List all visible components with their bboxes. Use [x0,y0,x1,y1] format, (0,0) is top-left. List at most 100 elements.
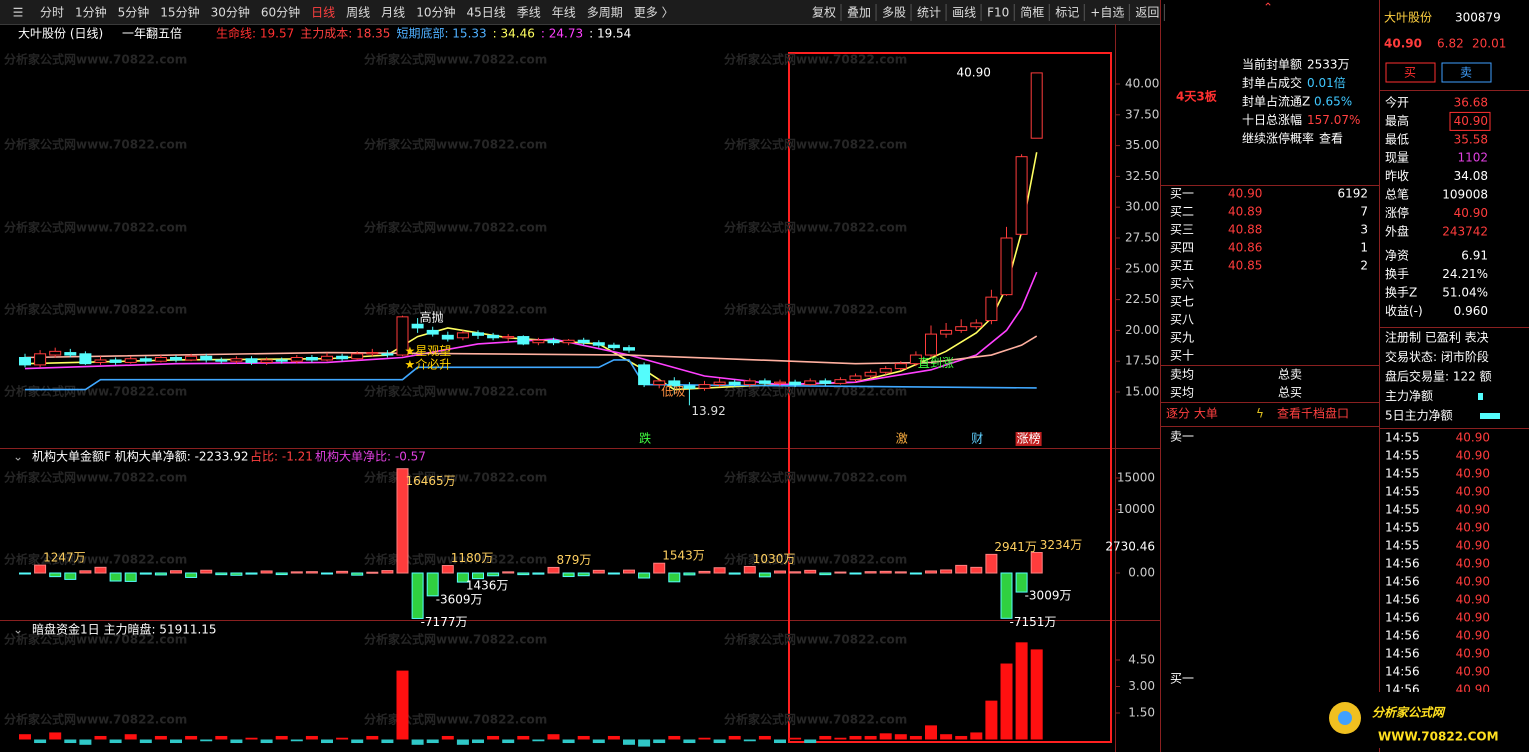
book-level: 买五 [1170,259,1194,273]
candle-body [925,333,937,356]
candle-body [517,336,530,345]
period-tab[interactable]: 30分钟 [211,5,250,20]
tool-button[interactable]: 画线 [952,6,976,20]
tool-button[interactable]: 复权 [812,6,836,20]
flow-bar [124,572,137,582]
tool-button[interactable]: 简框 [1020,6,1044,20]
menu-icon[interactable]: ☰ [13,6,24,20]
stock-name: 大叶股份 [1384,11,1432,25]
chart-annotation: 直到涨 [918,355,954,370]
period-tab[interactable]: 45日线 [466,6,505,20]
period-tab[interactable]: 季线 [517,6,541,20]
dark-bar [562,739,575,744]
candle-body [170,357,182,361]
signal-label: 激 [896,432,908,446]
dark-bar [728,735,741,740]
chart-title: 大叶股份 (日线) [18,27,103,41]
dark-bar [623,739,635,745]
period-tab[interactable]: 月线 [381,6,405,20]
period-tab[interactable]: 10分钟 [416,5,455,20]
watermark: 分析家公式网www.70822.com [724,552,907,567]
flow-bar [366,571,379,574]
book-total: 总买 [1278,386,1302,400]
buy-button[interactable]: 买 [1404,66,1416,80]
tool-button[interactable]: 标记 [1055,6,1079,20]
watermark: 分析家公式网www.70822.com [724,632,907,647]
flow-bar [728,572,741,575]
bolt-icon: ϟ [1256,407,1264,421]
collapse-icon[interactable]: ⌃ [1263,1,1273,15]
tool-button[interactable]: 多股 [882,6,906,20]
info-value[interactable]: 查看 [1319,132,1343,146]
candle-body [985,296,998,322]
dark-bar [200,739,213,742]
info-value: 157.07% [1307,113,1360,127]
flow-bar [758,572,771,578]
sell-button[interactable]: 卖 [1460,66,1472,80]
dark-bar [94,735,107,740]
tool-button[interactable]: 统计 [917,6,941,20]
signal-label: 跌 [639,431,651,446]
flow-bar [894,571,907,574]
period-tab[interactable]: 分时 [40,6,64,20]
flow-bar [1000,572,1013,619]
candle-body [940,329,953,335]
candle-body [351,353,364,360]
net-flow-swatch [1480,413,1500,419]
quote-label: 外盘 [1385,223,1409,238]
tool-button[interactable]: F10 [987,6,1009,20]
book-volume: 7 [1360,205,1368,219]
period-tab[interactable]: 年线 [552,6,576,20]
flow-label: 1180万 [451,551,494,565]
buy-button-frame[interactable] [1385,62,1436,83]
period-tab[interactable]: 日线 [311,6,335,20]
dark-bar [819,735,832,740]
book-total: 总卖 [1278,368,1302,382]
dark-bar [894,734,907,740]
flow-bar [34,564,47,574]
watermark: 分析家公式网www.70822.com [364,384,547,399]
candle-body [275,359,288,362]
period-tab[interactable]: 更多 〉 [634,6,674,20]
tick-price: 40.90 [1456,521,1490,535]
panel-toggle[interactable]: ⌄ [13,450,23,464]
period-tab[interactable]: 1分钟 [75,5,107,20]
deep-book-link[interactable]: 查看千档盘口 [1277,406,1349,421]
tick-time: 14:55 [1385,539,1420,553]
dark-bar [321,739,333,744]
panel-toggle[interactable]: ⌄ [13,623,23,637]
tool-button[interactable]: +自选 [1090,6,1124,20]
dark-bar [426,739,439,744]
candle-body [713,381,726,386]
candle-body [260,359,273,363]
info-label: 十日总涨幅 [1242,112,1302,127]
period-tab[interactable]: 多周期 [587,6,623,20]
detail-tabs[interactable]: 逐分 大单 [1166,407,1218,421]
tool-button[interactable]: 叠加 [847,6,871,20]
tool-button[interactable]: 返回 [1135,6,1159,20]
quote-value: 35.58 [1454,132,1488,146]
dark-bar [970,732,983,740]
watermark: 分析家公式网www.70822.com [4,470,187,485]
dark-bar [879,733,892,740]
period-tab[interactable]: 周线 [346,6,370,20]
sell-button-frame[interactable] [1441,62,1492,83]
indicator-value: : 34.46 [493,27,535,41]
dark-bar [260,739,273,744]
period-tab[interactable]: 5分钟 [118,5,150,20]
candle-body [34,353,47,366]
watermark: 分析家公式网www.70822.com [724,470,907,485]
watermark: 分析家公式网www.70822.com [364,220,547,235]
dark-bar [79,739,92,745]
candle-body [592,342,605,346]
book-price: 40.86 [1228,241,1262,255]
period-tab[interactable]: 15分钟 [160,5,199,20]
flow-bar [215,572,228,576]
candle-body [1015,156,1028,235]
tick-time: 14:55 [1385,449,1420,463]
flow-bar [396,468,409,574]
flow-bar [683,572,696,576]
book-average: 卖均 [1170,368,1194,382]
period-tab[interactable]: 60分钟 [261,5,300,20]
flow-bar [743,565,756,574]
